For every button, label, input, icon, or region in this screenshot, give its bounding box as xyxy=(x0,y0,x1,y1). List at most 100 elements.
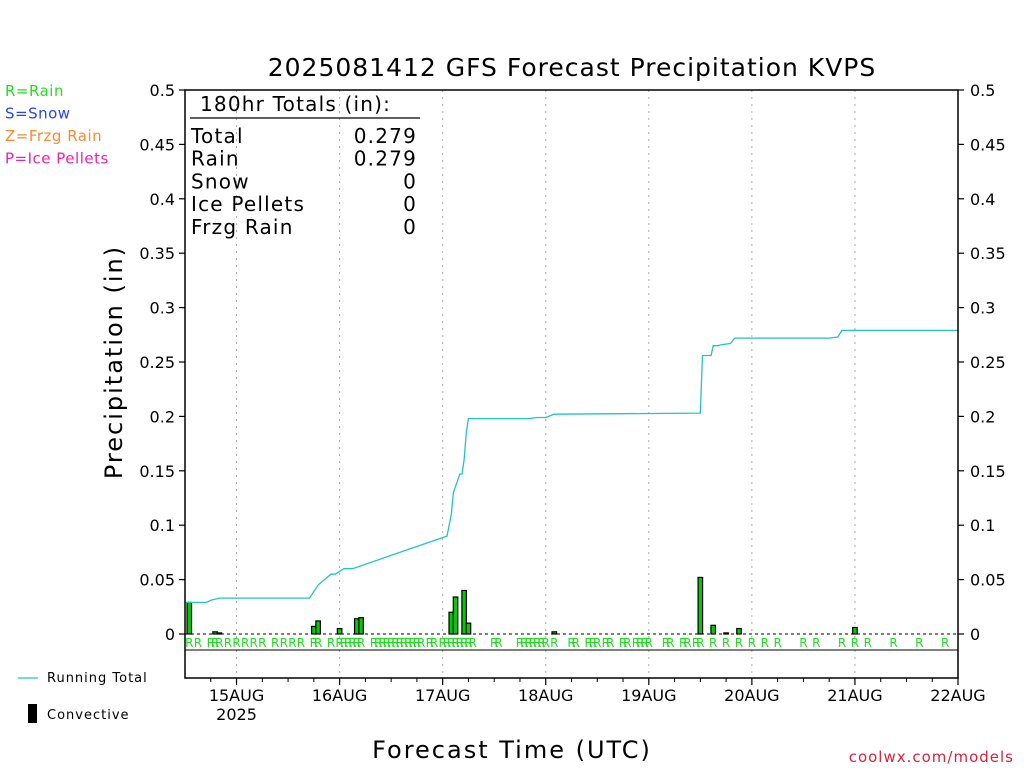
chart-title: 2025081412 GFS Forecast Precipitation KV… xyxy=(268,53,877,82)
rain-marker: R xyxy=(400,636,408,650)
y-tick-label-left: 0.4 xyxy=(150,190,175,209)
x-tick-label: 18AUG xyxy=(518,686,573,705)
rain-marker: R xyxy=(589,636,597,650)
y-tick-label-left: 0.35 xyxy=(139,244,175,263)
rain-marker: R xyxy=(696,636,704,650)
x-tick-label: 15AUG xyxy=(209,686,264,705)
rain-marker: R xyxy=(387,636,395,650)
totals-row-label: Rain xyxy=(191,147,240,171)
rain-marker: R xyxy=(271,636,279,650)
totals-row-label: Snow xyxy=(191,169,250,193)
convective-bar xyxy=(710,624,717,635)
rain-marker: R xyxy=(464,636,472,650)
precip-type-legend-item: Z=Frzg Rain xyxy=(5,127,102,145)
totals-row-value: 0 xyxy=(403,215,417,239)
rain-marker: R xyxy=(542,636,550,650)
rain-marker: R xyxy=(623,636,631,650)
rain-marker: R xyxy=(550,636,558,650)
rain-marker: R xyxy=(430,636,438,650)
x-tick-label: 22AUG xyxy=(930,686,985,705)
rain-marker: R xyxy=(692,636,700,650)
x-tick-label: 19AUG xyxy=(621,686,676,705)
rain-marker: R xyxy=(370,636,378,650)
rain-marker: R xyxy=(773,636,781,650)
x-tick-label: 20AUG xyxy=(724,686,779,705)
rain-marker: R xyxy=(619,636,627,650)
rain-marker: R xyxy=(383,636,391,650)
x-tick-sublabel: 2025 xyxy=(216,705,257,724)
y-tick-label-right: 0.35 xyxy=(970,244,1006,263)
y-tick-label-right: 0 xyxy=(970,625,980,644)
x-tick-label: 21AUG xyxy=(827,686,882,705)
precip-type-legend-item: P=Ice Pellets xyxy=(5,150,109,168)
precip-type-legend-item: R=Rain xyxy=(5,82,64,100)
x-tick-label: 17AUG xyxy=(415,686,470,705)
plot-frame xyxy=(184,89,959,679)
y-tick-label-right: 0.3 xyxy=(970,299,995,318)
y-tick-label-right: 0.25 xyxy=(970,353,1006,372)
y-axis-right: 0 0.05 0.1 0.15 0.2 0.25 0.3 0.35 0.4 0.45 0.5 xyxy=(958,81,1006,644)
convective-legend-swatch xyxy=(28,704,37,723)
rain-marker: R xyxy=(443,636,451,650)
y-tick-label-left: 0.1 xyxy=(150,516,175,535)
totals-box: 180hr Totals (in): Total 0.279 Rain 0.279 Sno… xyxy=(190,92,420,239)
rain-marker: R xyxy=(585,636,593,650)
rain-marker: R xyxy=(327,636,335,650)
totals-row-value: 0 xyxy=(403,169,417,193)
running-total-line xyxy=(185,329,958,604)
convective-bar xyxy=(358,617,364,635)
rain-marker: R xyxy=(250,636,258,650)
rain-marker: R xyxy=(516,636,524,650)
convective-bar xyxy=(551,631,558,635)
rain-marker: R xyxy=(864,636,872,650)
rain-marker: R xyxy=(941,636,949,650)
y-tick-label-right: 0.1 xyxy=(970,516,995,535)
y-tick-label-left: 0 xyxy=(165,625,175,644)
rain-marker: R xyxy=(408,636,416,650)
precip-type-legend-item: S=Snow xyxy=(5,105,71,123)
rain-marker: R xyxy=(426,636,434,650)
bottom-legend: Running Total Convective xyxy=(18,671,147,723)
rain-marker: R xyxy=(310,636,318,650)
rain-marker: R xyxy=(314,636,322,650)
rain-marker: R xyxy=(636,636,644,650)
rain-marker: R xyxy=(357,636,365,650)
convective-bar xyxy=(452,596,459,635)
convective-bars xyxy=(186,576,858,635)
rain-marker: R xyxy=(335,636,343,650)
y-tick-label-left: 0.15 xyxy=(139,462,175,481)
y-tick-label-left: 0.3 xyxy=(150,299,175,318)
precip-type-legend: R=Rain S=Snow Z=Frzg Rain P=Ice Pellets xyxy=(5,82,109,168)
rain-marker: R xyxy=(456,636,464,650)
x-tick-label: 16AUG xyxy=(312,686,367,705)
y-tick-label-left: 0.05 xyxy=(139,571,175,590)
convective-bar xyxy=(315,620,321,635)
rain-marker: R xyxy=(378,636,386,650)
rain-marker: R xyxy=(344,636,352,650)
rain-marker: R xyxy=(889,636,897,650)
rain-marker: R xyxy=(490,636,498,650)
rain-marker: R xyxy=(451,636,459,650)
convective-bar xyxy=(186,601,193,635)
rain-marker: R xyxy=(460,636,468,650)
rain-marker: R xyxy=(838,636,846,650)
rain-marker: R xyxy=(632,636,640,650)
rain-marker: R xyxy=(666,636,674,650)
rain-marker: R xyxy=(593,636,601,650)
rain-marker: R xyxy=(645,636,653,650)
rain-marker: R xyxy=(606,636,614,650)
totals-heading: 180hr Totals (in): xyxy=(200,92,391,116)
rain-marker: R xyxy=(447,636,455,650)
rain-marker: R xyxy=(241,636,249,650)
rain-marker: R xyxy=(567,636,575,650)
rain-marker: R xyxy=(232,636,240,650)
rain-marker: R xyxy=(340,636,348,650)
y-tick-label-right: 0.45 xyxy=(970,135,1006,154)
rain-marker: R xyxy=(224,636,232,650)
rain-marker: R xyxy=(438,636,446,650)
